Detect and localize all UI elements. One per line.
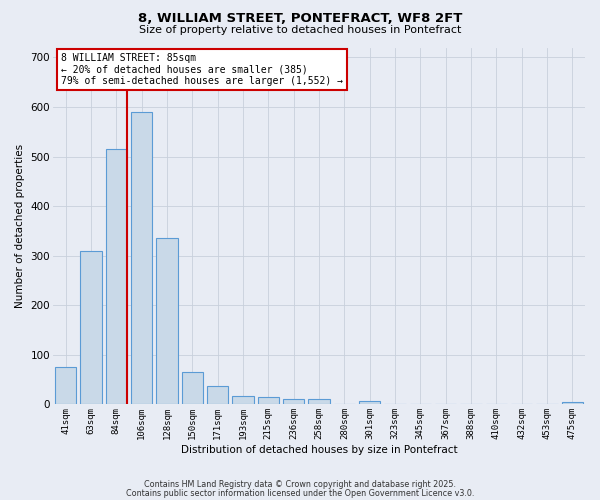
Text: 8 WILLIAM STREET: 85sqm
← 20% of detached houses are smaller (385)
79% of semi-d: 8 WILLIAM STREET: 85sqm ← 20% of detache…	[61, 53, 343, 86]
Bar	[359, 402, 380, 404]
X-axis label: Distribution of detached houses by size in Pontefract: Distribution of detached houses by size …	[181, 445, 457, 455]
Bar	[257, 397, 279, 404]
Bar	[80, 250, 102, 404]
Text: Contains HM Land Registry data © Crown copyright and database right 2025.: Contains HM Land Registry data © Crown c…	[144, 480, 456, 489]
Bar	[156, 238, 178, 404]
Bar	[55, 367, 76, 405]
Bar	[207, 386, 229, 404]
Text: Contains public sector information licensed under the Open Government Licence v3: Contains public sector information licen…	[126, 488, 474, 498]
Bar	[308, 400, 330, 404]
Bar	[562, 402, 583, 404]
Bar	[182, 372, 203, 404]
Bar	[232, 396, 254, 404]
Bar	[106, 149, 127, 405]
Bar	[283, 400, 304, 404]
Text: Size of property relative to detached houses in Pontefract: Size of property relative to detached ho…	[139, 25, 461, 35]
Y-axis label: Number of detached properties: Number of detached properties	[15, 144, 25, 308]
Text: 8, WILLIAM STREET, PONTEFRACT, WF8 2FT: 8, WILLIAM STREET, PONTEFRACT, WF8 2FT	[138, 12, 462, 26]
Bar	[131, 112, 152, 405]
